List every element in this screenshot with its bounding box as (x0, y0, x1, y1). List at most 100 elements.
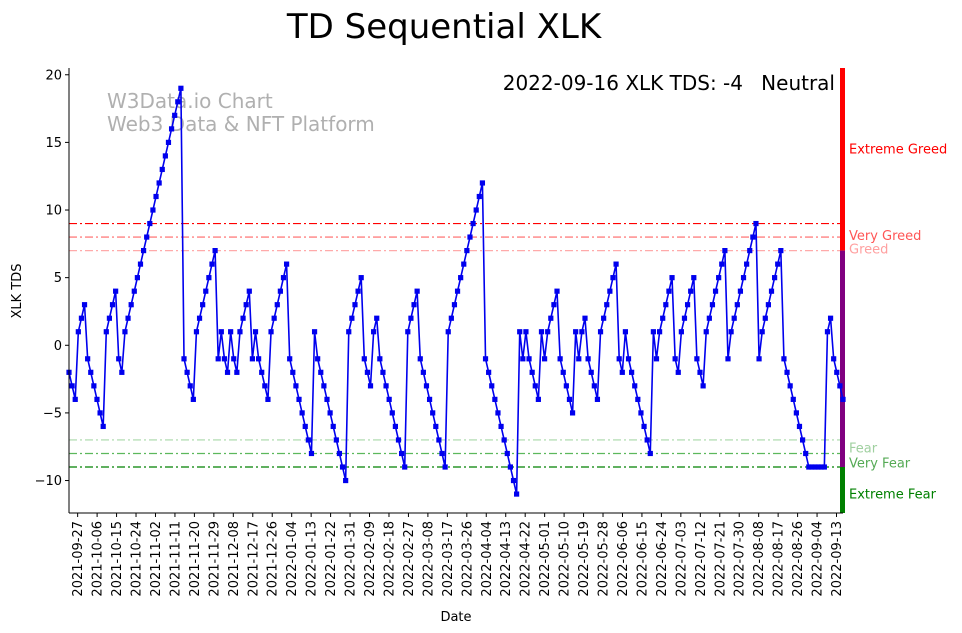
data-point (336, 450, 343, 457)
data-point (377, 356, 383, 362)
data-point (218, 329, 224, 335)
data-point (181, 356, 187, 362)
data-point (625, 356, 632, 362)
data-point (395, 437, 402, 443)
data-point (311, 329, 318, 335)
data-point (678, 329, 684, 335)
x-tick-label: 2022-05-10 (558, 521, 573, 597)
data-point (231, 356, 237, 362)
data-point (799, 437, 806, 443)
data-point (271, 315, 277, 321)
data-point (784, 369, 790, 375)
data-point (787, 383, 793, 389)
data-point (339, 464, 346, 470)
data-point (492, 396, 498, 402)
data-point (526, 356, 532, 362)
x-tick-label: 2022-04-22 (519, 521, 534, 597)
data-point (399, 450, 405, 457)
data-point (137, 261, 144, 267)
data-point (423, 383, 430, 389)
data-point (778, 248, 784, 254)
data-point (367, 383, 374, 389)
data-point (461, 261, 467, 267)
data-point (131, 288, 137, 294)
data-point (486, 369, 492, 375)
data-point (81, 302, 88, 308)
data-point (190, 396, 196, 402)
data-point (510, 477, 517, 484)
data-point (324, 396, 330, 402)
data-point (632, 383, 638, 389)
x-tick-label: 2022-09-13 (830, 521, 845, 597)
data-point (803, 450, 809, 457)
data-point (259, 369, 265, 375)
data-point (91, 383, 97, 389)
data-point (809, 464, 815, 470)
data-point (405, 329, 411, 335)
data-point (827, 315, 834, 321)
data-point (473, 207, 479, 213)
data-point (566, 396, 573, 402)
data-point (594, 396, 601, 402)
data-point (501, 437, 507, 443)
data-point (557, 356, 563, 362)
data-point (237, 329, 243, 335)
data-point (591, 383, 597, 389)
data-point (551, 302, 557, 308)
zone-label-1: Very Greed (849, 229, 921, 244)
data-point (249, 356, 255, 362)
x-tick-label: 2022-02-27 (402, 521, 417, 597)
data-point (768, 288, 775, 294)
sentiment-status: Neutral (761, 71, 835, 95)
x-tick-label: 2022-04-04 (480, 521, 495, 597)
data-point (274, 302, 280, 308)
data-point (837, 383, 843, 389)
data-point (831, 356, 837, 362)
data-point (604, 302, 610, 308)
data-point (156, 180, 162, 186)
data-point (588, 369, 594, 375)
watermark: W3Data.io Chart Web3 Data & NFT Platform (107, 89, 375, 136)
data-point (517, 329, 523, 335)
watermark-line-2: Web3 Data & NFT Platform (107, 112, 375, 136)
data-point (744, 261, 750, 267)
data-point (607, 288, 613, 294)
data-point (287, 356, 293, 362)
data-point (585, 356, 591, 362)
data-point (200, 302, 206, 308)
data-point (172, 112, 178, 118)
data-point (538, 329, 545, 335)
x-tick-label: 2022-08-08 (752, 521, 767, 597)
side-bar-segment-1 (840, 250, 845, 468)
data-point (638, 410, 644, 416)
data-point (666, 288, 672, 294)
side-bar-segment-0 (840, 68, 845, 251)
data-point (740, 275, 747, 281)
data-point (209, 261, 215, 267)
data-point (747, 248, 753, 254)
x-tick-label: 2022-03-26 (460, 521, 475, 597)
x-tick-label: 2021-11-20 (188, 521, 203, 597)
data-point (616, 356, 622, 362)
chart-title: TD Sequential XLK (286, 7, 603, 47)
data-point (601, 315, 607, 321)
data-point (116, 356, 122, 362)
data-point (88, 369, 94, 375)
x-tick-label: 2021-09-27 (71, 521, 86, 597)
data-point (684, 302, 691, 308)
x-tick-label: 2021-12-08 (227, 521, 242, 597)
x-tick-label: 2022-06-15 (635, 521, 650, 597)
data-point (97, 410, 103, 416)
data-point (824, 329, 831, 335)
data-point (228, 329, 234, 335)
data-point (215, 356, 221, 362)
data-point (94, 396, 100, 402)
data-point (315, 356, 321, 362)
data-point (793, 410, 799, 416)
data-point (576, 356, 582, 362)
data-point (125, 315, 131, 321)
data-point (731, 315, 737, 321)
data-point (408, 315, 414, 321)
data-point (262, 383, 268, 389)
